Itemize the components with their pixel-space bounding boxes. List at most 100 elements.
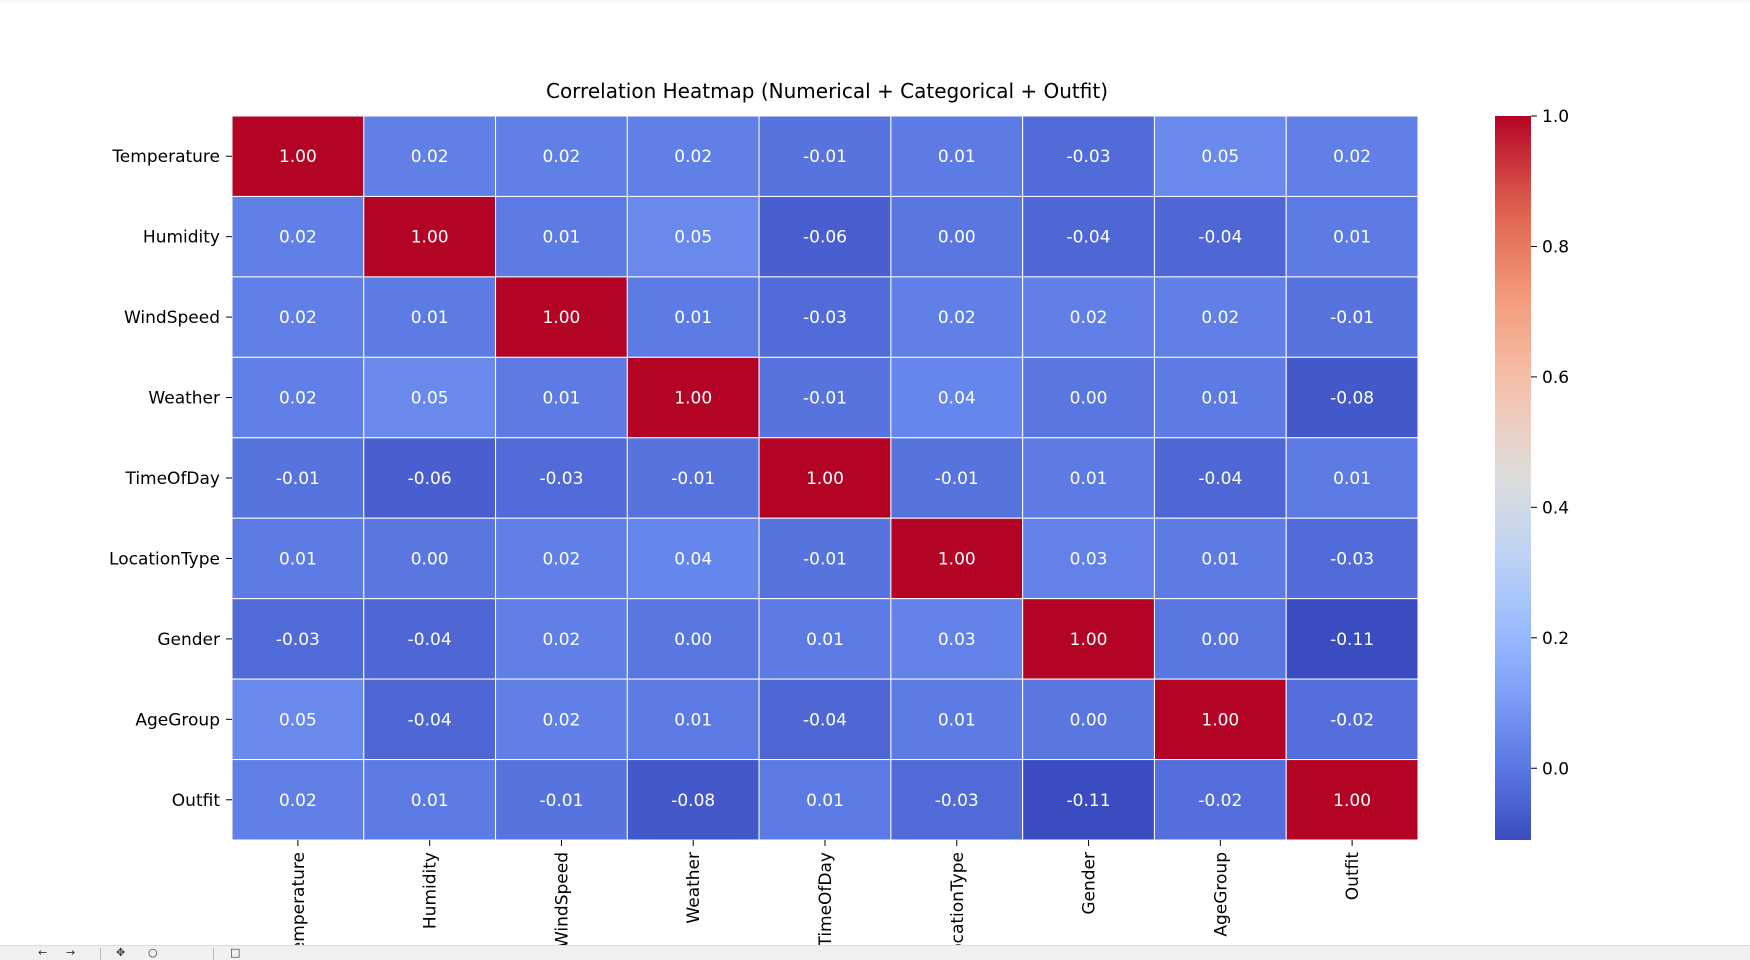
heatmap-cell	[1285, 115, 1419, 197]
x-axis: Temperature Humidity WindSpeed Weather TimeO…	[289, 840, 1363, 945]
x-tick-label: TimeOfDay	[816, 852, 836, 945]
cell-value-label: 1.00	[1333, 791, 1371, 811]
heatmap-cell	[1153, 678, 1287, 761]
heatmap-cell	[1153, 356, 1287, 439]
heatmap-cell	[363, 276, 497, 358]
y-tick-label: Outfit	[172, 791, 221, 811]
cell-value-label: 0.00	[1070, 710, 1108, 730]
cell-value-label: 0.01	[938, 710, 976, 730]
pan-icon[interactable]: ✥	[116, 946, 126, 959]
x-tick-label: Temperature	[289, 852, 309, 945]
cell-value-label: -0.04	[1198, 469, 1242, 489]
cell-value-label: 1.00	[938, 549, 976, 569]
cell-value-label: 1.00	[411, 228, 449, 248]
cell-value-label: 0.02	[1070, 308, 1108, 328]
cell-value-label: 0.04	[938, 389, 976, 409]
cell-value-label: 0.02	[674, 147, 712, 167]
heatmap-cell	[1285, 195, 1419, 278]
heatmap-cell	[495, 759, 628, 841]
colorbar-tick-label: 0.8	[1542, 237, 1569, 257]
heatmap-cell	[495, 356, 628, 439]
zoom-icon[interactable]: ○	[148, 946, 158, 959]
cell-value-label: 0.05	[674, 228, 712, 248]
cell-value-label: -0.06	[408, 469, 452, 489]
heatmap-cells	[231, 115, 1419, 841]
cell-value-label: -0.01	[671, 469, 715, 489]
cell-value-label: 0.01	[543, 389, 581, 409]
y-tick-label: TimeOfDay	[124, 469, 220, 489]
heatmap-cell	[626, 598, 760, 680]
cell-value-label: 0.05	[279, 710, 317, 730]
y-tick-label: Temperature	[111, 147, 220, 167]
cell-value-label: 0.02	[543, 147, 581, 167]
cell-value-label: 0.02	[938, 308, 976, 328]
y-tick-label: Gender	[157, 630, 220, 650]
cell-value-label: 0.01	[938, 147, 976, 167]
heatmap-cell	[1153, 598, 1287, 680]
back-arrow-icon[interactable]: ←	[38, 946, 48, 959]
heatmap-cell	[1153, 517, 1287, 600]
cell-value-label: 0.04	[674, 549, 712, 569]
toolbar-separator	[213, 948, 214, 960]
cell-value-label: 0.01	[1333, 469, 1371, 489]
cell-value-label: 1.00	[1201, 710, 1239, 730]
cell-value-label: -0.08	[671, 791, 715, 811]
cell-value-label: 0.01	[279, 549, 317, 569]
cell-value-label: 0.02	[279, 791, 317, 811]
cell-value-label: -0.11	[1330, 630, 1374, 650]
heatmap-cell	[890, 195, 1024, 278]
cell-value-label: 1.00	[806, 469, 844, 489]
cell-value-label: 0.02	[1333, 147, 1371, 167]
y-tick-label: LocationType	[109, 549, 220, 569]
cell-value-label: 0.01	[806, 630, 844, 650]
cell-value-label: -0.03	[1330, 549, 1374, 569]
x-tick-label: Outfit	[1343, 852, 1363, 901]
cell-value-label: -0.04	[803, 710, 847, 730]
cell-value-label: 0.01	[1201, 549, 1239, 569]
cell-value-label: -0.03	[935, 791, 979, 811]
x-tick-label: Humidity	[421, 852, 441, 929]
x-tick-label: WindSpeed	[552, 852, 572, 945]
cell-value-label: -0.04	[1198, 228, 1242, 248]
cell-value-label: -0.01	[803, 549, 847, 569]
cell-value-label: -0.01	[539, 791, 583, 811]
heatmap-cell	[363, 356, 497, 439]
cell-value-label: 0.01	[674, 710, 712, 730]
heatmap-cell	[1022, 276, 1155, 358]
cell-value-label: 0.01	[411, 308, 449, 328]
cell-value-label: 0.03	[938, 630, 976, 650]
y-tick-label: Humidity	[143, 228, 220, 248]
cell-value-label: 0.03	[1070, 549, 1108, 569]
heatmap-cell	[231, 437, 365, 519]
heatmap-cell	[1153, 437, 1287, 519]
cell-value-label: -0.04	[1067, 228, 1111, 248]
heatmap-cell	[363, 678, 497, 761]
cell-value-label: 0.02	[279, 308, 317, 328]
cell-value-label: 0.01	[543, 228, 581, 248]
heatmap-cell	[1153, 115, 1287, 197]
save-icon[interactable]: □	[230, 946, 241, 959]
cell-value-label: 0.01	[411, 791, 449, 811]
cell-value-label: 0.02	[411, 147, 449, 167]
heatmap-cell	[1285, 759, 1419, 841]
colorbar-tick-label: 0.4	[1542, 498, 1569, 518]
heatmap-cell	[1153, 276, 1287, 358]
colorbar-tick-label: 0.0	[1542, 759, 1569, 779]
heatmap-cell	[758, 276, 892, 358]
window-top-strip	[0, 0, 1750, 3]
heatmap-cell	[626, 437, 760, 519]
cell-value-label: 0.00	[938, 228, 976, 248]
heatmap-cell	[626, 678, 760, 761]
heatmap-cell	[363, 759, 497, 841]
forward-arrow-icon[interactable]: →	[66, 946, 76, 959]
x-tick-label: Gender	[1080, 852, 1100, 915]
heatmap-cell	[890, 356, 1024, 439]
heatmap-cell	[1022, 598, 1155, 680]
heatmap-cell-labels: 1.00 0.02 0.02 0.02 -0.01 0.01 -0.03 0.05 0.02 0.…	[276, 147, 1374, 811]
heatmap-cell	[758, 759, 892, 841]
colorbar-tick-label: 1.0	[1542, 107, 1569, 127]
heatmap-cell	[363, 115, 497, 197]
cell-value-label: -0.04	[408, 710, 452, 730]
heatmap-cell	[231, 276, 365, 358]
heatmap-cell	[1153, 759, 1287, 841]
